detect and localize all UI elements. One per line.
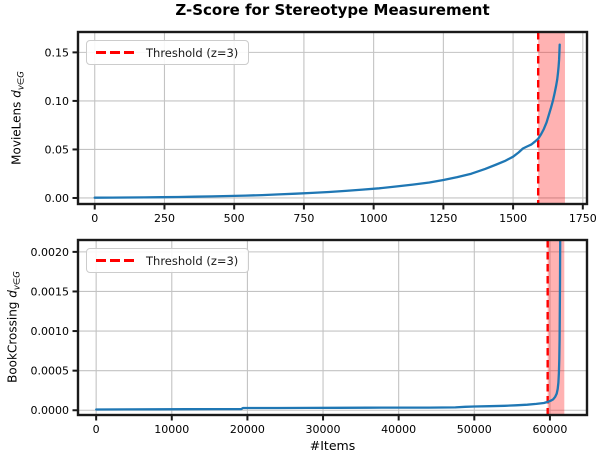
chart-title: Z-Score for Stereotype Measurement bbox=[175, 1, 490, 19]
x-tick-label: 50000 bbox=[457, 423, 492, 436]
y-axis-label-movielens: MovieLens dv∈G bbox=[9, 71, 26, 165]
y-axis-label-bookcrossing: BookCrossing dv∈G bbox=[5, 271, 22, 383]
x-tick-label: 1250 bbox=[429, 212, 457, 225]
legend-top-label: Threshold (z=3) bbox=[146, 45, 239, 60]
y-tick-label: 0.00 bbox=[45, 192, 70, 205]
x-tick-label: 250 bbox=[154, 212, 175, 225]
x-tick-label: 30000 bbox=[306, 423, 341, 436]
threshold-band bbox=[538, 32, 565, 204]
legend-bottom: Threshold (z=3) bbox=[86, 248, 250, 273]
y-tick-label: 0.05 bbox=[45, 143, 70, 156]
y-tick-label: 0.0010 bbox=[31, 325, 70, 338]
x-tick-label: 1000 bbox=[360, 212, 388, 225]
math-subscript: v∈G bbox=[16, 71, 27, 91]
series-line bbox=[95, 240, 562, 411]
x-tick-label: 10000 bbox=[154, 423, 189, 436]
x-tick-label: 500 bbox=[224, 212, 245, 225]
threshold-dash-sample-icon bbox=[96, 51, 134, 54]
threshold-band bbox=[547, 240, 565, 415]
y-tick-label: 0.0005 bbox=[31, 365, 70, 378]
y-tick-label: 0.0015 bbox=[31, 285, 70, 298]
series-line bbox=[93, 43, 561, 199]
x-tick-label: 60000 bbox=[532, 423, 567, 436]
axes-spines bbox=[76, 30, 589, 206]
axes-spines bbox=[76, 238, 589, 417]
math-d-symbol: d bbox=[9, 90, 24, 98]
y-tick-label: 0.0020 bbox=[31, 246, 70, 259]
x-tick-label: 0 bbox=[91, 212, 98, 225]
x-tick-label: 1500 bbox=[499, 212, 527, 225]
x-tick-label: 1750 bbox=[569, 212, 597, 225]
x-axis-label: #Items bbox=[309, 438, 356, 453]
y-tick-label: 0.0000 bbox=[31, 404, 70, 417]
tick-labels: 0 10000 20000 30000 40000 50000 60000 0.0000 0.0… bbox=[31, 246, 568, 436]
subplot-BookCrossing: 0 10000 20000 30000 40000 50000 60000 0.0000 0.0… bbox=[31, 238, 589, 436]
y-axis-label-bookcrossing-text: BookCrossing bbox=[5, 297, 20, 383]
x-tick-label: 40000 bbox=[381, 423, 416, 436]
tick-labels: 0 250 500 750 1000 1250 1500 1750 0.00 0.05 0.10 0.… bbox=[45, 46, 597, 225]
x-tick-label: 750 bbox=[293, 212, 314, 225]
y-tick-label: 0.10 bbox=[45, 95, 70, 108]
math-d-symbol: d bbox=[5, 290, 20, 298]
y-axis-label-movielens-text: MovieLens bbox=[9, 97, 24, 165]
legend-bottom-label: Threshold (z=3) bbox=[146, 253, 239, 268]
legend-top: Threshold (z=3) bbox=[86, 40, 250, 65]
x-tick-label: 0 bbox=[93, 423, 100, 436]
y-tick-label: 0.15 bbox=[45, 46, 70, 59]
tick-marks bbox=[72, 51, 584, 210]
tick-marks bbox=[72, 250, 551, 421]
math-subscript: v∈G bbox=[12, 271, 23, 291]
threshold-dash-sample-icon bbox=[96, 259, 134, 262]
x-tick-label: 20000 bbox=[230, 423, 265, 436]
